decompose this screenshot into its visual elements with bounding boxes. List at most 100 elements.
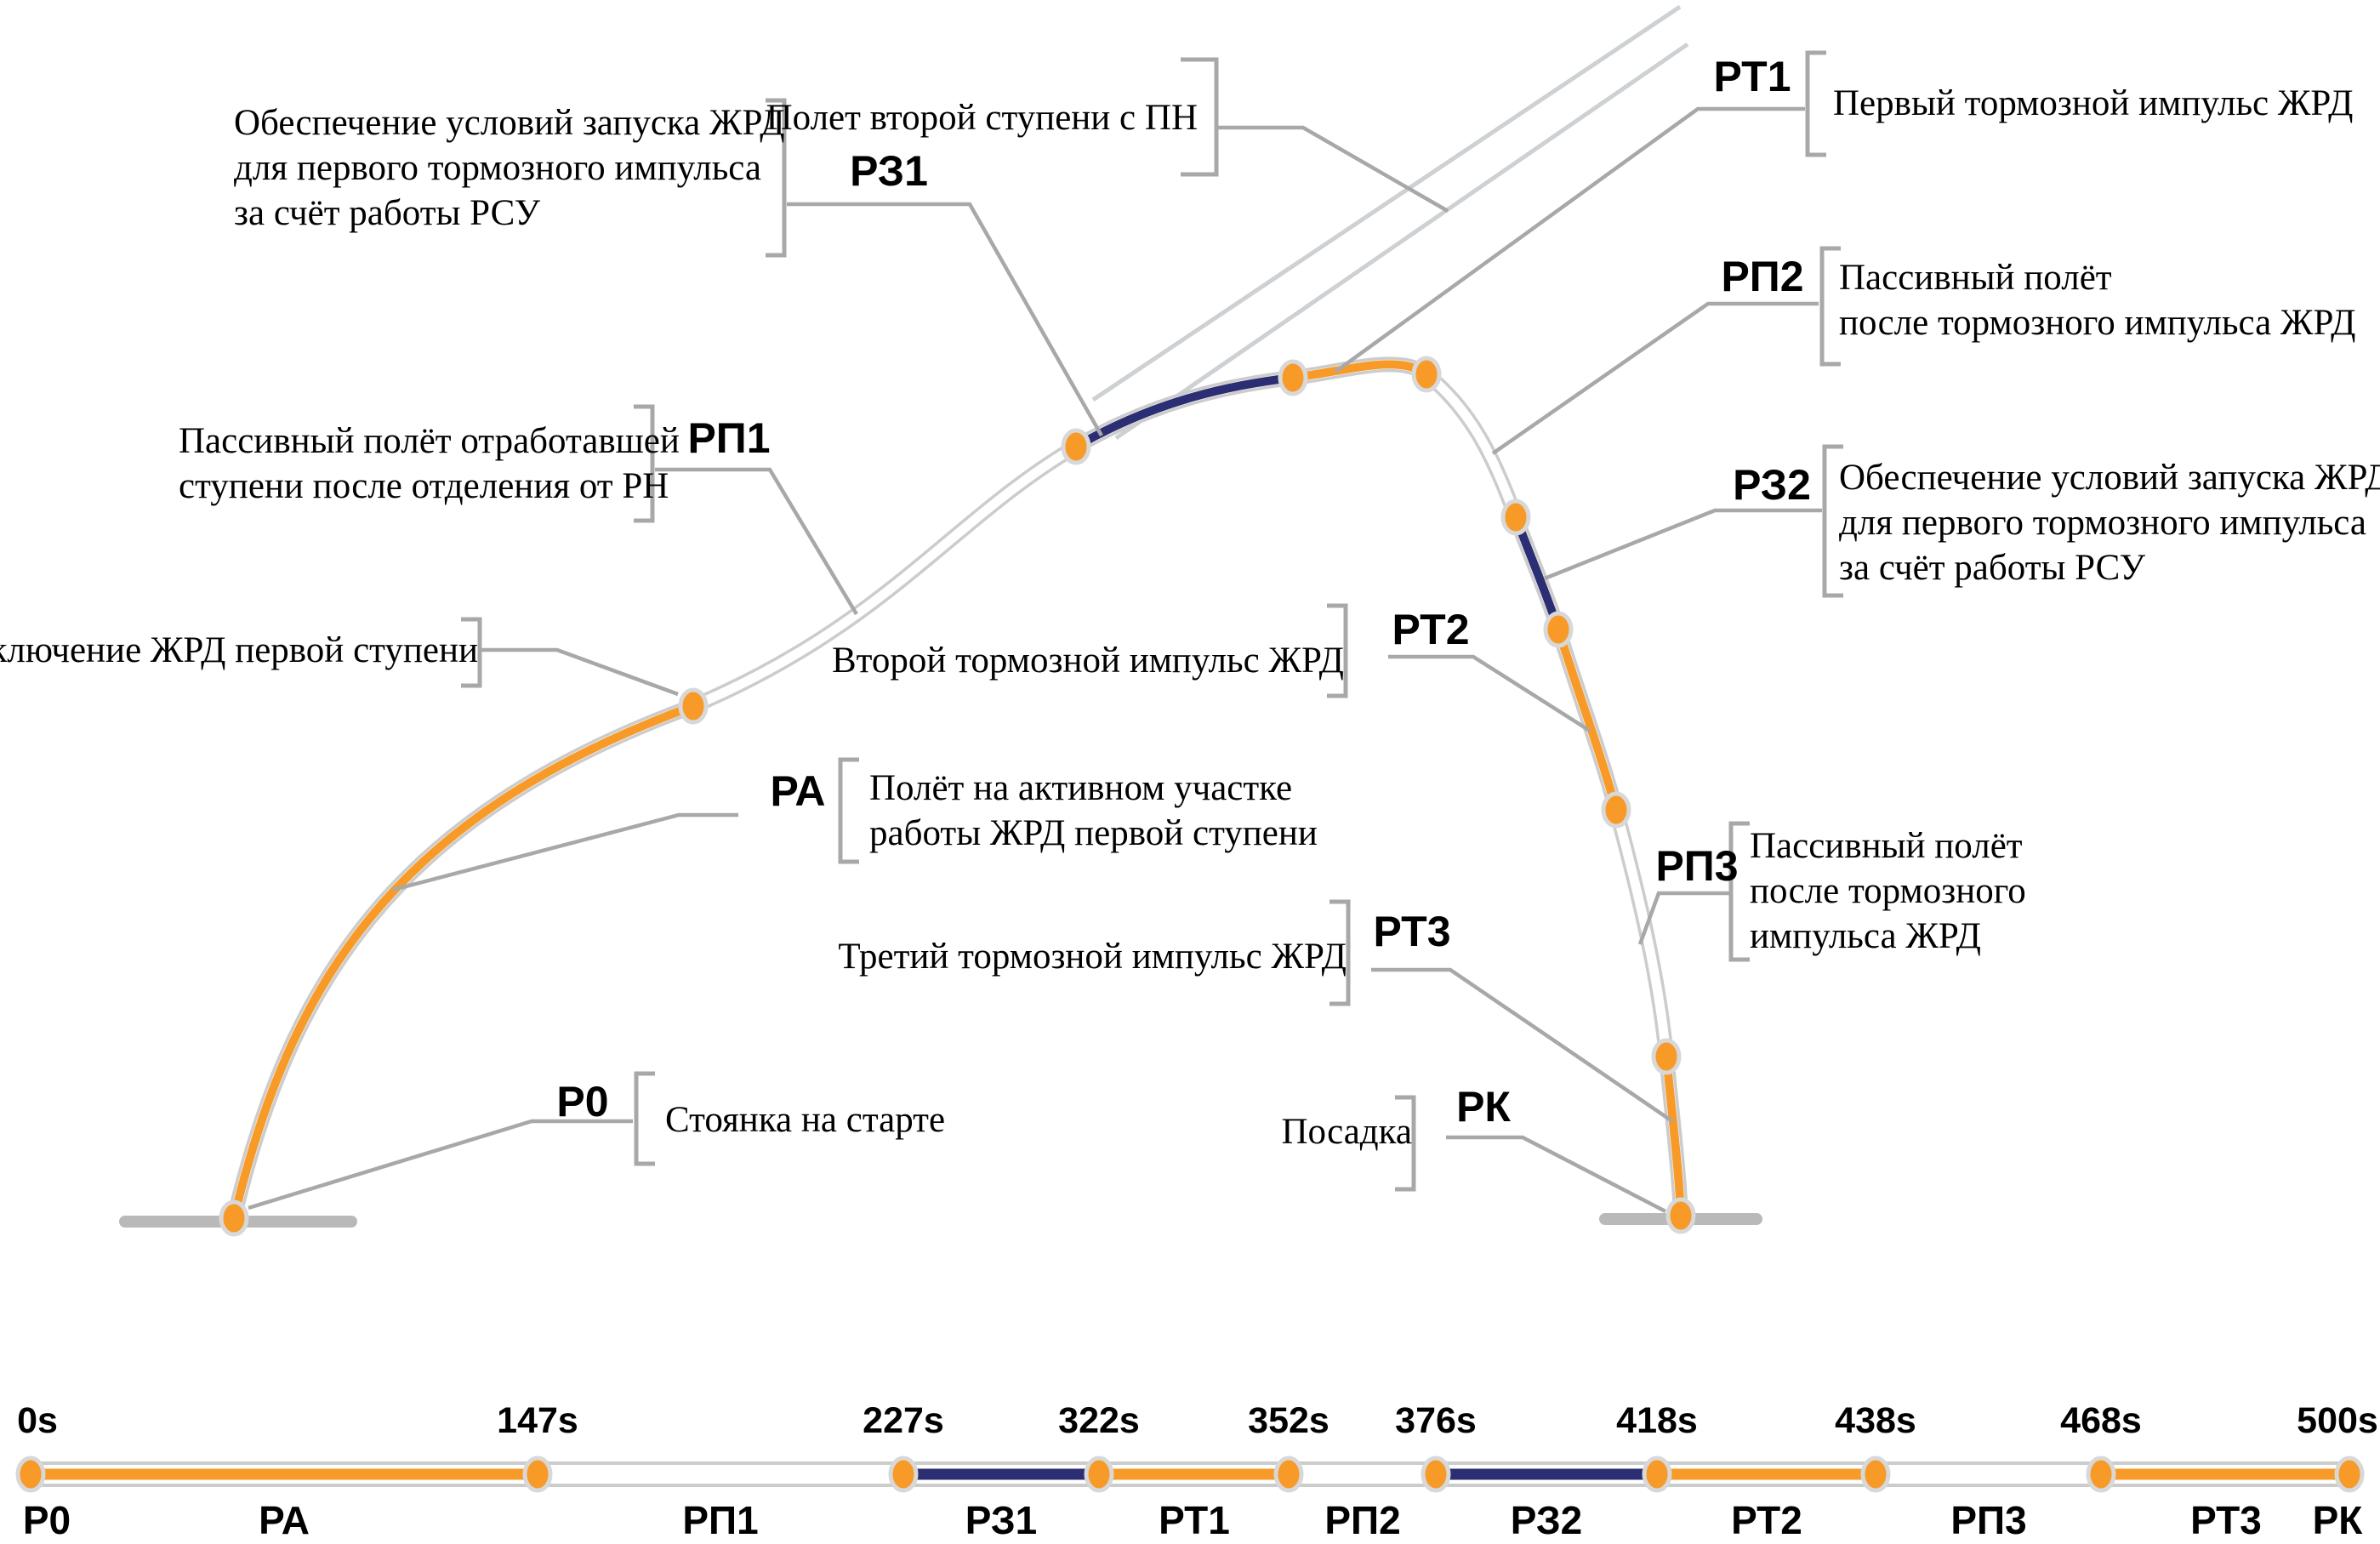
code-rt1: РТ1	[1713, 53, 1791, 100]
dot-rt1-start	[1278, 359, 1308, 396]
leader-rz1	[787, 202, 1103, 437]
segment-ra-active-flight	[230, 702, 697, 1222]
bracket-rt2	[1327, 603, 1348, 698]
second-stage-line-2	[1114, 42, 1689, 441]
dot-rz1-start	[1061, 428, 1091, 465]
label-ra-line2: работы ЖРД первой ступени	[869, 813, 1318, 853]
label-r0: Стоянка на старте	[665, 1100, 945, 1140]
bracket-rk	[1395, 1095, 1416, 1192]
phase-rt2: РТ2	[1731, 1498, 1802, 1542]
dot-engine-cutoff	[678, 687, 709, 725]
label-rp2-line1: Пассивный полёт	[1839, 258, 2112, 298]
leader-ra	[392, 812, 738, 892]
code-rt2: РТ2	[1392, 606, 1469, 653]
label-rz1-line2: для первого тормозного импульса	[234, 148, 761, 188]
phase-ra: РА	[259, 1498, 310, 1542]
code-rp2: РП2	[1721, 253, 1803, 300]
bracket-rp2	[1819, 246, 1841, 367]
timeline: 0s 147s 227s 322s 352s 376s 418s 438s 46…	[15, 1400, 2378, 1542]
label-rp3-line2: после тормозного	[1750, 871, 2026, 911]
leader-rt2	[1388, 654, 1591, 732]
trajectory-dots	[219, 356, 1696, 1237]
timeline-dot-500s	[2334, 1456, 2365, 1493]
dot-rt3-start	[1651, 1038, 1682, 1075]
label-rp3-line3: импульса ЖРД	[1750, 916, 1981, 956]
label-rt3: Третий тормозной импульс ЖРД	[838, 937, 1347, 977]
bracket-rz2	[1822, 444, 1843, 598]
code-rk: РК	[1456, 1083, 1511, 1131]
time-500s: 500s	[2297, 1400, 2378, 1441]
time-0s: 0s	[17, 1400, 58, 1441]
dot-launch	[219, 1199, 249, 1237]
leader-rp1	[655, 467, 858, 616]
label-stage2: Полет второй ступени с ПН	[766, 98, 1198, 138]
time-147s: 147s	[497, 1400, 578, 1441]
label-rz2-line2: для первого тормозного импульса	[1839, 503, 2366, 543]
time-418s: 418s	[1616, 1400, 1698, 1441]
leader-cutoff	[481, 647, 679, 697]
time-227s: 227s	[863, 1400, 944, 1441]
code-rp3: РП3	[1655, 842, 1738, 890]
timeline-dot-322s	[1084, 1456, 1114, 1493]
phase-rk: РК	[2313, 1498, 2364, 1542]
phase-r0: Р0	[23, 1498, 71, 1542]
label-cutoff: Отключение ЖРД первой ступени	[0, 630, 478, 670]
leader-rt3	[1371, 967, 1674, 1123]
time-322s: 322s	[1058, 1400, 1140, 1441]
bracket-r0	[634, 1071, 655, 1166]
leader-stage2	[1216, 125, 1449, 213]
dot-rt1-end	[1411, 356, 1442, 393]
timeline-dot-352s	[1273, 1456, 1304, 1493]
leader-rp3	[1637, 891, 1731, 945]
label-rp3-line1: Пассивный полёт	[1750, 826, 2023, 866]
segment-rz2-rcs	[1512, 513, 1563, 634]
leader-rz2	[1544, 508, 1822, 581]
phase-rz1: РЗ1	[965, 1498, 1037, 1542]
leader-r0	[248, 1119, 633, 1211]
label-rz1-line1: Обеспечение условий запуска ЖРД	[234, 103, 785, 143]
bracket-rp1	[634, 404, 655, 523]
label-rp1-line1: Пассивный полёт отработавшей	[179, 421, 680, 461]
phase-rp1: РП1	[682, 1498, 758, 1542]
phase-rz2: РЗ2	[1511, 1498, 1582, 1542]
label-rz2-line1: Обеспечение условий запуска ЖРД	[1839, 458, 2380, 498]
code-rp1: РП1	[687, 414, 770, 462]
label-rk: Посадка	[1281, 1112, 1412, 1152]
timeline-dot-0s	[15, 1456, 46, 1493]
label-rz2-line3: за счёт работы РСУ	[1839, 548, 2146, 588]
bracket-rt1	[1805, 50, 1826, 157]
dot-landing	[1665, 1197, 1696, 1234]
bracket-cutoff	[461, 617, 482, 688]
bracket-ra	[838, 757, 859, 864]
leader-lines	[248, 106, 1822, 1213]
label-rz1-line3: за счёт работы РСУ	[234, 193, 541, 233]
bracket-rp3	[1728, 821, 1750, 962]
code-rz1: РЗ1	[850, 147, 928, 195]
time-352s: 352s	[1248, 1400, 1329, 1441]
phase-rp3: РП3	[1950, 1498, 2026, 1542]
code-rt3: РТ3	[1373, 908, 1450, 955]
dot-rz2-start	[1500, 499, 1531, 536]
label-rt1: Первый тормозной импульс ЖРД	[1833, 83, 2353, 123]
annotation-brackets	[461, 50, 1843, 1192]
timeline-dot-147s	[522, 1456, 553, 1493]
phase-rp2: РП2	[1324, 1498, 1400, 1542]
leader-rt1	[1334, 106, 1805, 373]
segment-rt2-brake-2	[1554, 625, 1620, 814]
time-468s: 468s	[2060, 1400, 2142, 1441]
bracket-rz1	[766, 98, 787, 258]
leader-rk	[1446, 1135, 1667, 1213]
code-rz2: РЗ2	[1733, 461, 1811, 509]
segment-rz1-rcs	[1072, 373, 1297, 451]
label-rp2-line2: после тормозного импульса ЖРД	[1839, 303, 2355, 343]
code-ra: РА	[770, 767, 825, 815]
annotation-texts: Полет второй ступени с ПН Обеспечение ус…	[0, 53, 2380, 1152]
phase-rt3: РТ3	[2190, 1498, 2262, 1542]
label-rp1-line2: ступени после отделения от РН	[179, 466, 669, 506]
leader-rp2	[1491, 301, 1819, 455]
label-ra-line1: Полёт на активном участке	[869, 768, 1292, 808]
phase-rt1: РТ1	[1159, 1498, 1230, 1542]
bracket-stage2	[1181, 57, 1219, 177]
